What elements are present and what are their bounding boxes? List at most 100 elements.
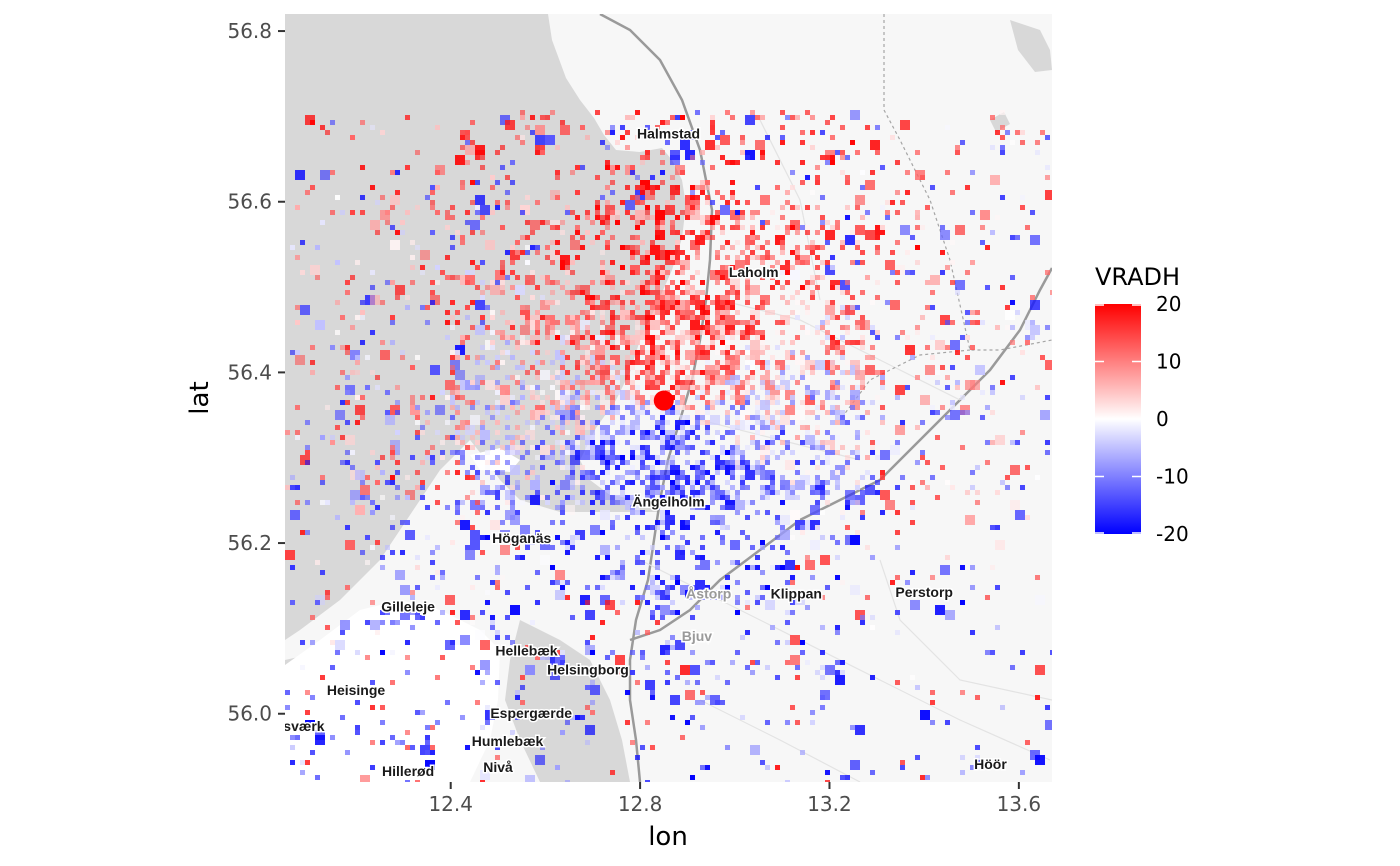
- radar-pixel: [675, 385, 680, 390]
- radar-pixel: [645, 315, 650, 320]
- radar-pixel: [805, 230, 810, 235]
- radar-pixel: [595, 670, 600, 675]
- radar-pixel: [775, 320, 780, 325]
- radar-pixel: [745, 355, 750, 360]
- radar-pixel: [570, 615, 575, 620]
- radar-pixel: [825, 220, 830, 225]
- radar-pixel: [785, 620, 790, 625]
- radar-pixel: [565, 545, 570, 550]
- radar-pixel: [645, 405, 650, 410]
- radar-pixel: [570, 315, 575, 320]
- radar-pixel: [595, 305, 600, 310]
- radar-pixel: [865, 275, 870, 280]
- y-tick-label: 56.8: [227, 19, 272, 43]
- radar-pixel: [895, 610, 900, 615]
- radar-pixel: [650, 305, 655, 310]
- radar-pixel: [900, 225, 910, 235]
- radar-pixel: [565, 430, 570, 435]
- radar-pixel: [600, 410, 605, 415]
- radar-pixel: [405, 495, 410, 500]
- radar-pixel: [775, 490, 780, 495]
- radar-pixel: [855, 500, 860, 505]
- radar-pixel: [340, 715, 345, 720]
- radar-pixel: [480, 535, 485, 540]
- radar-pixel: [580, 490, 585, 495]
- radar-pixel: [710, 500, 715, 505]
- radar-pixel: [520, 235, 525, 240]
- radar-pixel: [1035, 595, 1045, 605]
- radar-pixel: [970, 170, 975, 175]
- radar-pixel: [670, 645, 675, 650]
- radar-pixel: [415, 610, 420, 615]
- radar-pixel: [625, 495, 630, 500]
- radar-pixel: [990, 525, 995, 530]
- radar-pixel: [470, 435, 475, 440]
- radar-pixel: [720, 225, 725, 230]
- radar-pixel: [650, 475, 655, 480]
- radar-pixel: [970, 630, 975, 635]
- radar-pixel: [990, 145, 995, 150]
- radar-pixel: [435, 405, 445, 415]
- radar-pixel: [600, 260, 605, 265]
- radar-pixel: [695, 250, 700, 255]
- radar-pixel: [555, 370, 560, 375]
- radar-pixel: [495, 150, 500, 155]
- radar-pixel: [695, 185, 700, 190]
- radar-pixel: [565, 390, 570, 395]
- radar-pixel: [575, 375, 580, 380]
- radar-pixel: [405, 165, 410, 170]
- radar-pixel: [555, 320, 560, 325]
- radar-pixel: [580, 485, 585, 490]
- radar-pixel: [645, 330, 650, 335]
- radar-pixel: [735, 400, 740, 405]
- radar-pixel: [520, 525, 530, 535]
- radar-pixel: [975, 310, 980, 315]
- radar-pixel: [840, 370, 845, 375]
- radar-pixel: [685, 475, 690, 480]
- radar-pixel: [310, 370, 315, 375]
- radar-pixel: [1030, 210, 1035, 215]
- radar-pixel: [760, 150, 765, 155]
- radar-pixel: [645, 300, 650, 305]
- radar-pixel: [675, 480, 680, 485]
- radar-pixel: [890, 250, 895, 255]
- radar-pixel: [860, 490, 865, 495]
- radar-pixel: [495, 710, 500, 715]
- radar-pixel: [565, 505, 575, 515]
- radar-pixel: [455, 500, 460, 505]
- radar-pixel: [505, 200, 510, 205]
- radar-pixel: [740, 465, 745, 470]
- radar-pixel: [325, 405, 330, 410]
- radar-pixel: [840, 290, 845, 295]
- radar-pixel: [645, 630, 650, 635]
- radar-pixel: [525, 435, 530, 440]
- radar-pixel: [660, 370, 665, 375]
- radar-pixel: [570, 545, 575, 550]
- radar-pixel: [550, 325, 555, 330]
- radar-pixel: [685, 310, 690, 315]
- radar-pixel: [485, 710, 495, 720]
- radar-pixel: [595, 455, 600, 460]
- radar-pixel: [700, 395, 705, 400]
- radar-pixel: [810, 290, 815, 295]
- radar-pixel: [675, 575, 680, 580]
- radar-pixel: [495, 385, 500, 390]
- radar-pixel: [835, 340, 840, 345]
- radar-pixel: [755, 140, 765, 150]
- radar-pixel: [780, 565, 785, 570]
- radar-pixel: [560, 120, 565, 125]
- radar-pixel: [560, 125, 570, 135]
- radar-pixel: [705, 585, 710, 590]
- radar-pixel: [685, 720, 690, 725]
- radar-pixel: [695, 270, 700, 275]
- radar-pixel: [525, 585, 530, 590]
- radar-pixel: [1045, 450, 1050, 455]
- radar-pixel: [660, 475, 665, 480]
- radar-pixel: [595, 495, 600, 500]
- radar-pixel: [470, 260, 475, 265]
- radar-pixel: [545, 500, 550, 505]
- radar-pixel: [940, 270, 945, 275]
- radar-pixel: [930, 575, 935, 580]
- radar-pixel: [610, 395, 615, 400]
